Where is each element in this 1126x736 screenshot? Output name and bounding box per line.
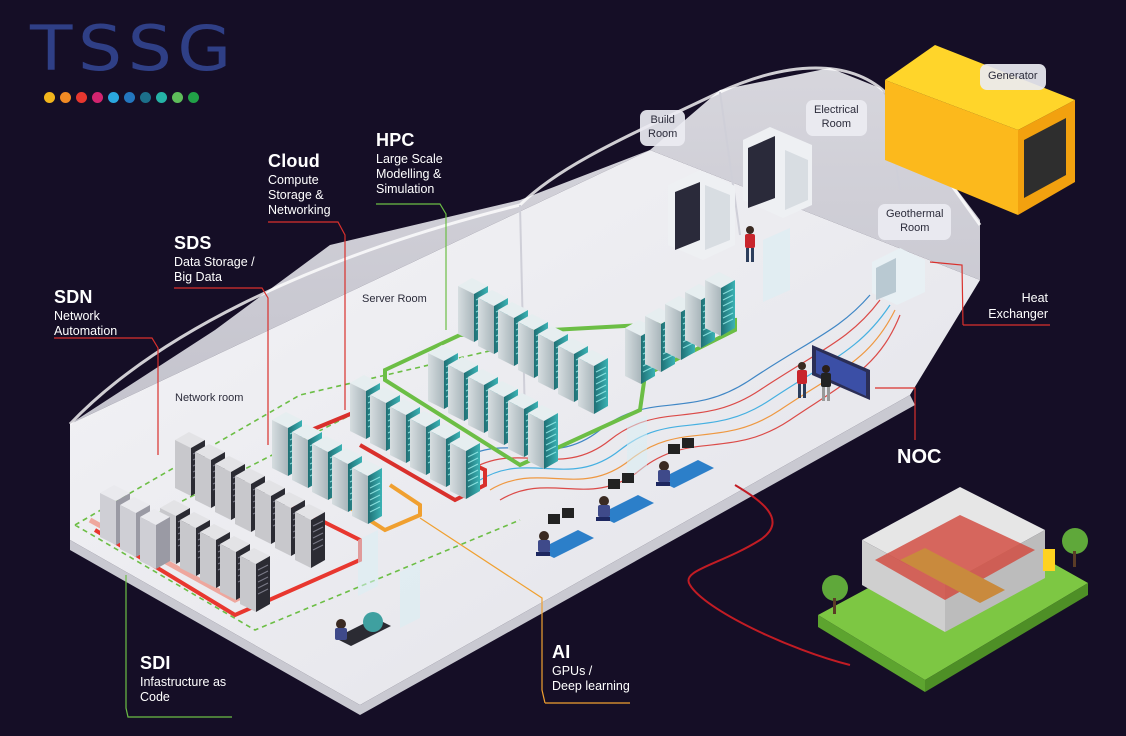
building-roof-curve [68, 66, 982, 426]
logo-dot [172, 92, 183, 103]
hpc-label: HPC Large Scale Modelling & Simulation [376, 130, 443, 197]
noc-label: NOC [897, 446, 942, 468]
logo-dot [108, 92, 119, 103]
geothermal-room-label: Geothermal Room [878, 204, 952, 240]
geothermal-room-line: Room [900, 221, 930, 234]
sds-line: Big Data [174, 269, 222, 284]
logo-dot [124, 92, 135, 103]
sdi-line: Infastructure as [140, 674, 227, 689]
partition-wall [719, 91, 741, 236]
cloud-line: Compute [268, 172, 319, 187]
sdi-line: Code [140, 689, 170, 704]
logo-dot [140, 92, 151, 103]
leader-lines [54, 203, 1050, 718]
campus-building [818, 487, 1088, 692]
noc-link [687, 484, 851, 666]
logo-dot [156, 92, 167, 103]
logo-color-dots [44, 92, 199, 103]
hpc-title: HPC [376, 130, 415, 150]
hpc-line: Large Scale [376, 151, 443, 166]
cloud-line: Networking [268, 202, 331, 217]
logo-dot [92, 92, 103, 103]
build-room-line: Room [648, 127, 678, 140]
heat-exchanger-line: Heat [1021, 291, 1048, 305]
heat-exchanger-label: Heat Exchanger [975, 291, 1048, 322]
sdn-label: SDN Network Automation [54, 287, 117, 339]
hpc-line: Simulation [376, 181, 435, 196]
sds-label: SDS Data Storage / Big Data [174, 233, 255, 285]
sdi-title: SDI [140, 653, 171, 673]
network-room-label: Network room [175, 392, 244, 404]
electrical-room-line: Room [821, 117, 851, 130]
sdn-title: SDN [54, 287, 93, 307]
heat-exchanger-line: Exchanger [988, 306, 1048, 321]
logo-dot [76, 92, 87, 103]
cloud-label: Cloud Compute Storage & Networking [268, 151, 331, 218]
generator-label: Generator [980, 64, 1046, 90]
server-room-label: Server Room [362, 293, 427, 305]
geothermal-room-line: Geothermal [886, 208, 944, 220]
ai-title: AI [552, 642, 571, 662]
logo-dot [44, 92, 55, 103]
logo-dot [60, 92, 71, 103]
noc-video-wall [812, 345, 870, 400]
logo-dot [188, 92, 199, 103]
build-room-cabinets [668, 127, 812, 260]
tssg-logo: TSSG [30, 12, 237, 85]
noc-operator [821, 365, 831, 401]
glass-panels [358, 228, 790, 628]
sdn-line: Network [54, 308, 100, 323]
electrical-room-line: Electrical [814, 104, 859, 116]
build-room-label: Build Room [640, 110, 686, 146]
ai-line: GPUs / [552, 663, 593, 678]
build-room-line: Build [650, 114, 675, 126]
sds-line: Data Storage / [174, 254, 255, 269]
cloud-line: Storage & [268, 187, 324, 202]
ai-label: AI GPUs / Deep learning [552, 642, 630, 694]
sds-title: SDS [174, 233, 212, 253]
sdn-line: Automation [54, 323, 118, 338]
geothermal-unit [872, 248, 925, 305]
generator [885, 45, 1075, 215]
ai-line: Deep learning [552, 678, 630, 693]
cloud-title: Cloud [268, 151, 320, 171]
hpc-line: Modelling & [376, 166, 442, 181]
cloud-loop [274, 407, 487, 503]
electrical-room-label: Electrical Room [806, 100, 867, 136]
sdi-label: SDI Infastructure as Code [140, 653, 226, 705]
sdi-workstation [335, 612, 391, 646]
